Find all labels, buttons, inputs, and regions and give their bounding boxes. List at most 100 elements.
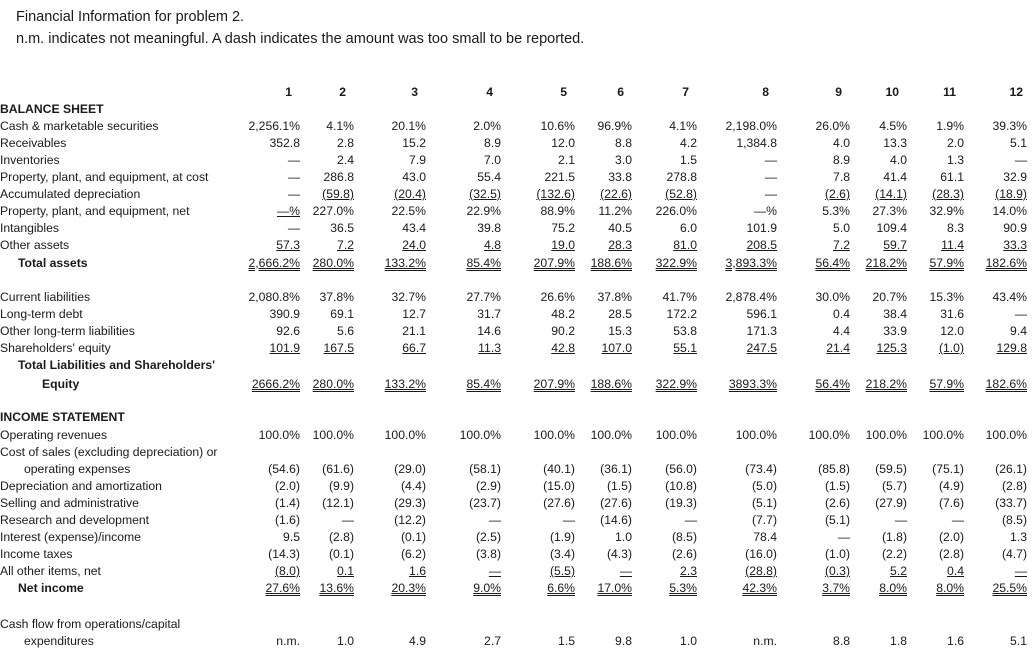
table-cell: 37.8% [319,290,354,304]
table-cell: 182.6% [985,377,1027,391]
table-cell: (52.8) [665,187,697,201]
column-header-4: 4 [486,85,493,99]
table-cell: (2.6) [824,187,850,201]
table-cell: 15.2 [402,136,426,150]
table-cell: (28.8) [745,564,777,578]
table-cell: 15.3 [608,324,632,338]
table-cell: 37.8% [597,290,632,304]
row-label: Research and development [0,513,150,527]
table-cell: 2,256.1% [248,119,301,133]
table-cell: 4.4 [833,324,850,338]
table-cell: (4.4) [400,479,426,493]
row-label: Net income [18,581,84,595]
row-label: Cash & marketable securities [0,119,159,133]
table-cell: 5.0 [833,221,850,235]
table-cell: (1.9) [549,530,575,544]
table-cell: (12.1) [322,496,354,510]
row-label: Long-term debt [0,307,83,321]
table-cell: 171.3 [746,324,778,338]
table-cell: 31.6 [940,307,964,321]
table-cell: 1.6 [947,634,964,648]
table-cell: 596.1 [746,307,778,321]
table-cell: 24.0 [402,238,426,252]
table-cell: 4.9 [409,634,426,648]
table-cell: (26.1) [995,462,1027,476]
table-cell: 31.7 [477,307,501,321]
table-cell: 208.5 [746,238,778,252]
table-cell: (36.1) [600,462,632,476]
table-cell: (59.8) [322,187,354,201]
table-cell: 40.5 [608,221,632,235]
table-cell: — [764,170,777,184]
table-cell: 9.4 [1010,324,1027,338]
table-cell: 133.2% [384,256,426,270]
table-cell: (1.0) [938,341,964,355]
table-cell: 286.8 [323,170,355,184]
table-cell: —% [276,204,300,218]
table-cell: 12.0 [551,136,575,150]
table-cell: 100.0% [655,428,697,442]
table-cell: 226.0% [655,204,697,218]
row-label: Income taxes [0,547,73,561]
table-cell: (19.3) [665,496,697,510]
table-cell: n.m. [753,634,777,648]
table-cell: — [951,513,964,527]
table-cell: 39.8 [477,221,501,235]
table-cell: 12.0 [940,324,964,338]
table-cell: (2.5) [475,530,501,544]
table-cell: 17.0% [597,581,632,595]
table-cell: 2.0 [947,136,964,150]
table-cell: 20.7% [872,290,907,304]
row-label: Property, plant, and equipment, net [0,204,190,218]
row-label: Depreciation and amortization [0,479,162,493]
table-cell: — [764,153,777,167]
table-cell: 32.7% [391,290,426,304]
table-cell: 26.0% [815,119,850,133]
table-cell: (9.9) [328,479,354,493]
table-cell: 207.9% [533,377,575,391]
table-cell: 8.9 [833,153,850,167]
table-cell: (20.4) [394,187,426,201]
row-label: INCOME STATEMENT [0,410,125,424]
table-cell: 4.2 [680,136,697,150]
table-cell: — [287,187,300,201]
row-label: Current liabilities [0,290,91,304]
table-cell: 2.7 [484,634,501,648]
table-cell: (33.7) [995,496,1027,510]
table-cell: 13.3 [883,136,907,150]
table-cell: (40.1) [543,462,575,476]
table-cell: (29.0) [394,462,426,476]
table-cell: (1.6) [274,513,300,527]
table-cell: 167.5 [323,341,355,355]
table-cell: 21.1 [402,324,426,338]
table-cell: 28.5 [608,307,632,321]
table-cell: (1.5) [824,479,850,493]
table-cell: 2.8 [337,136,354,150]
table-cell: — [837,530,850,544]
column-header-6: 6 [617,85,624,99]
table-cell: 100.0% [735,428,777,442]
table-cell: 88.9% [540,204,575,218]
table-cell: 55.4 [477,170,501,184]
table-cell: (85.8) [818,462,850,476]
table-cell: 107.0 [601,341,633,355]
table-cell: 14.0% [992,204,1027,218]
column-header-10: 10 [885,85,899,99]
table-cell: 15.3% [929,290,964,304]
table-cell: — [287,221,300,235]
table-cell: 75.2 [551,221,575,235]
table-cell: 207.9% [533,256,575,270]
table-cell: 4.8 [484,238,501,252]
table-cell: 322.9% [655,256,697,270]
table-cell: 7.8 [833,170,850,184]
header-line-2: n.m. indicates not meaningful. A dash in… [16,31,585,47]
table-cell: 28.3 [608,238,632,252]
table-cell: 100.0% [384,428,426,442]
table-cell: — [619,564,632,578]
table-cell: (132.6) [536,187,575,201]
row-label: Shareholders' equity [0,341,111,355]
table-cell: (2.2) [881,547,907,561]
row-label: BALANCE SHEET [0,102,104,116]
table-cell: 5.6 [337,324,354,338]
table-cell: 41.4 [883,170,907,184]
